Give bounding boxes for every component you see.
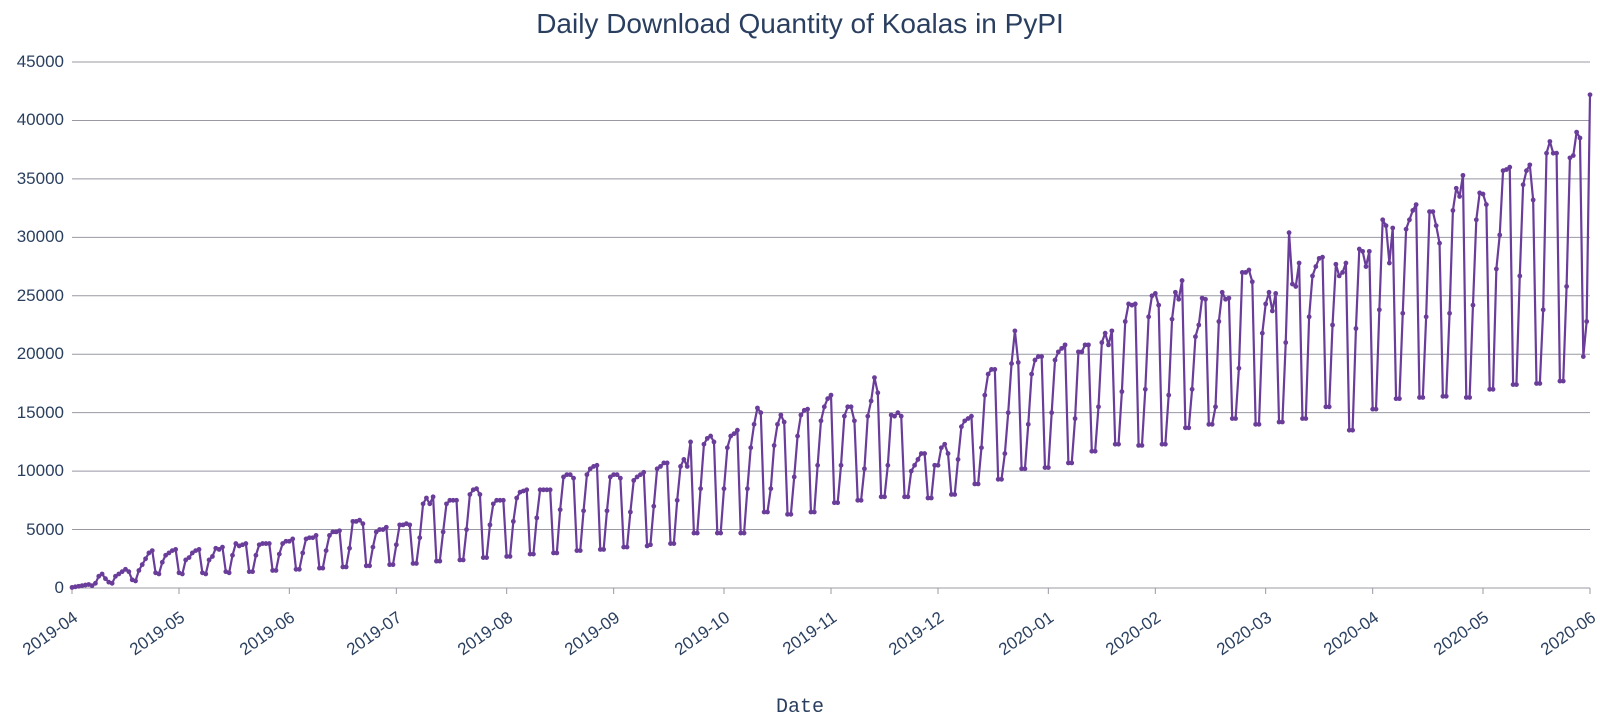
line-chart: Daily Download Quantity of Koalas in PyP… [0, 0, 1600, 725]
ytick-label: 45000 [2, 52, 64, 72]
ytick-label: 25000 [2, 286, 64, 306]
ytick-label: 40000 [2, 110, 64, 130]
xaxis-title: Date [0, 696, 1600, 719]
ytick-label: 30000 [2, 227, 64, 247]
ytick-label: 5000 [2, 520, 64, 540]
ytick-label: 35000 [2, 169, 64, 189]
ytick-label: 0 [2, 578, 64, 598]
chart-title: Daily Download Quantity of Koalas in PyP… [0, 8, 1600, 40]
ytick-label: 10000 [2, 461, 64, 481]
ytick-label: 15000 [2, 403, 64, 423]
ytick-label: 20000 [2, 344, 64, 364]
